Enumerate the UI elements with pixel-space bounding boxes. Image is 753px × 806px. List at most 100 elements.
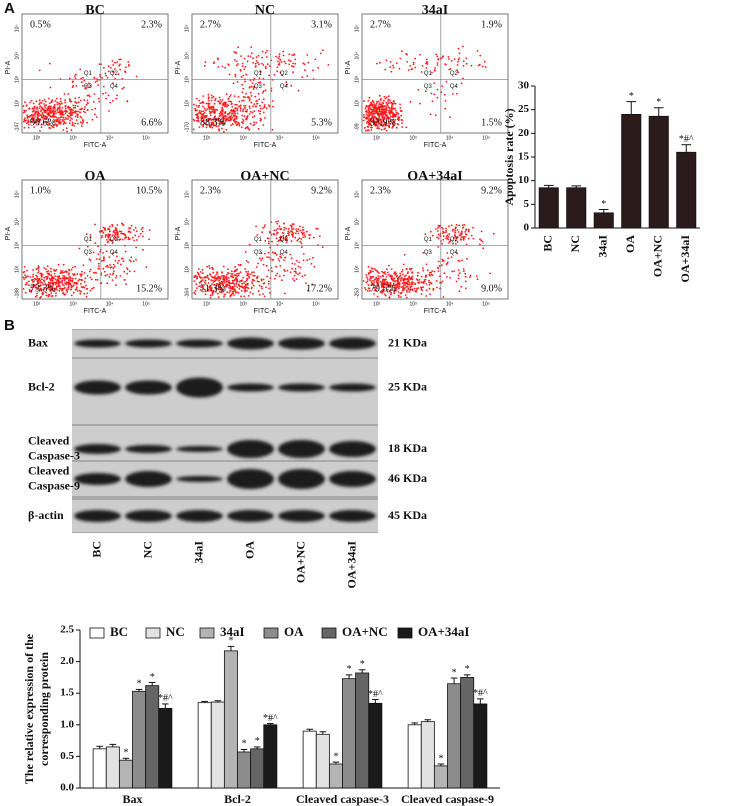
- bar: [368, 702, 383, 789]
- significance-label: *: [228, 636, 233, 647]
- event-dot: [231, 285, 234, 288]
- quadrant-label: Q3: [84, 250, 93, 256]
- event-dot: [394, 286, 397, 289]
- x-tick-label: 10⁴: [106, 135, 114, 141]
- event-dot: [316, 227, 319, 230]
- significance-label: *: [629, 91, 634, 102]
- y-axis-label: PI-A: [175, 60, 182, 74]
- event-dot: [195, 116, 198, 119]
- event-dot: [246, 277, 248, 280]
- event-dot: [63, 93, 66, 95]
- event-dot: [118, 230, 121, 233]
- event-dot: [370, 129, 373, 131]
- event-dot: [370, 280, 373, 283]
- event-dot: [81, 270, 83, 273]
- event-dot: [442, 235, 445, 238]
- event-dot: [148, 229, 151, 232]
- event-dot: [130, 260, 132, 263]
- x-tick-label: 10²: [373, 135, 381, 141]
- event-dot: [271, 128, 274, 131]
- event-dot: [239, 109, 242, 112]
- event-dot: [269, 65, 271, 67]
- event-dot: [204, 109, 207, 112]
- event-dot: [240, 55, 243, 57]
- event-dot: [369, 275, 372, 278]
- plot-title: BC: [85, 3, 104, 18]
- event-dot: [285, 235, 288, 237]
- y-axis-label: PI-A: [345, 226, 352, 240]
- event-dot: [398, 275, 401, 278]
- event-dot: [393, 292, 396, 295]
- event-dot: [472, 237, 475, 240]
- quadrant-percent: 2.7%: [370, 19, 391, 30]
- event-dot: [460, 82, 463, 85]
- event-dot: [302, 259, 305, 262]
- event-dot: [257, 92, 260, 95]
- event-dot: [296, 239, 299, 242]
- event-dot: [130, 256, 133, 259]
- event-dot: [389, 99, 391, 102]
- event-dot: [64, 101, 67, 104]
- event-dot: [41, 100, 44, 102]
- event-dot: [439, 275, 441, 278]
- event-dot: [33, 105, 36, 108]
- event-dot: [225, 274, 228, 276]
- event-dot: [47, 295, 50, 298]
- error-bar: [306, 728, 313, 732]
- event-dot: [215, 284, 218, 287]
- event-dot: [202, 110, 205, 113]
- event-dot: [116, 262, 119, 264]
- event-dot: [237, 63, 240, 65]
- event-dot: [203, 65, 206, 67]
- event-dot: [61, 289, 64, 291]
- x-tick-label: 10⁴: [446, 135, 454, 141]
- event-dot: [227, 276, 230, 279]
- event-dot: [455, 223, 458, 226]
- bar: [145, 685, 160, 789]
- event-dot: [280, 240, 283, 243]
- event-dot: [278, 55, 281, 58]
- event-dot: [276, 272, 279, 275]
- event-dot: [114, 233, 117, 236]
- event-dot: [210, 119, 213, 121]
- event-dot: [251, 111, 254, 114]
- event-dot: [197, 119, 200, 122]
- event-dot: [371, 268, 374, 270]
- event-dot: [264, 65, 267, 68]
- error-bar: [411, 722, 418, 725]
- event-dot: [379, 275, 382, 278]
- event-dot: [268, 287, 270, 290]
- event-dot: [238, 272, 240, 275]
- event-dot: [109, 273, 112, 276]
- event-dot: [93, 113, 96, 116]
- event-dot: [458, 224, 461, 227]
- event-dot: [376, 62, 378, 65]
- event-dot: [456, 92, 458, 95]
- event-dot: [406, 61, 408, 63]
- event-dot: [251, 116, 254, 119]
- event-dot: [452, 242, 454, 245]
- event-dot: [247, 261, 250, 264]
- x-tick-label: 10⁴: [276, 135, 284, 141]
- event-dot: [275, 237, 278, 240]
- event-dot: [291, 225, 293, 227]
- event-dot: [116, 61, 119, 64]
- event-dot: [445, 231, 447, 234]
- protein-label: Cleaved: [28, 463, 70, 477]
- event-dot: [436, 64, 439, 66]
- event-dot: [104, 236, 107, 238]
- event-dot: [219, 102, 222, 105]
- event-dot: [381, 104, 384, 106]
- event-dot: [207, 99, 210, 102]
- event-dots: [192, 46, 330, 133]
- event-dot: [41, 116, 43, 119]
- x-axis-label: FITC-A: [84, 142, 107, 149]
- event-dot: [279, 58, 282, 61]
- event-dot: [370, 118, 372, 121]
- event-dot: [225, 128, 228, 131]
- event-dot: [81, 107, 83, 110]
- event-dot: [385, 109, 388, 112]
- event-dot: [64, 112, 67, 115]
- event-dot: [80, 81, 83, 84]
- event-dot: [363, 100, 365, 102]
